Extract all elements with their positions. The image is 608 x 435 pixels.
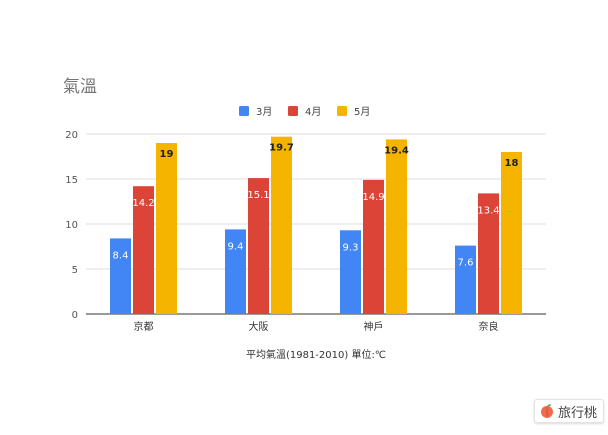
legend-swatch (288, 106, 298, 116)
watermark-text: 旅行桃 (557, 405, 597, 421)
category-label: 大阪 (249, 320, 269, 333)
bar (271, 136, 292, 314)
data-label: 8.4 (113, 250, 129, 261)
bar (386, 139, 407, 314)
legend-label: 4月 (305, 106, 321, 118)
data-label: 7.6 (458, 258, 474, 269)
bar (133, 186, 154, 314)
data-label: 15.1 (247, 190, 269, 201)
legend-swatch (337, 106, 347, 116)
peach-icon (540, 404, 553, 418)
bar (156, 143, 177, 314)
legend-label: 3月 (256, 106, 272, 118)
data-label: 19.4 (384, 145, 409, 156)
data-label: 18 (505, 158, 519, 169)
legend-label: 5月 (354, 106, 370, 118)
data-label: 14.9 (362, 192, 384, 203)
bar (478, 193, 499, 314)
data-label: 19 (160, 149, 174, 160)
data-label: 9.3 (343, 242, 359, 253)
bar (225, 229, 246, 314)
y-tick-label: 10 (65, 220, 78, 231)
watermark-badge: 旅行桃 (533, 399, 604, 423)
y-tick-label: 20 (65, 130, 78, 141)
category-label: 京都 (134, 320, 154, 333)
bar (363, 179, 384, 314)
bar (340, 230, 361, 314)
bar (248, 178, 269, 314)
bar (110, 238, 131, 314)
y-tick-label: 15 (65, 175, 78, 186)
category-label: 神戶 (364, 320, 384, 333)
chart-title: 氣溫 (63, 77, 97, 97)
data-label: 19.7 (269, 143, 294, 154)
x-axis-label: 平均氣溫(1981-2010) 單位:℃ (246, 348, 386, 361)
data-label: 9.4 (228, 241, 244, 252)
data-label: 13.4 (477, 205, 499, 216)
y-tick-label: 0 (72, 310, 78, 321)
category-label: 奈良 (479, 320, 499, 333)
bar (501, 152, 522, 314)
y-tick-label: 5 (72, 265, 78, 276)
legend-swatch (239, 106, 249, 116)
bar (455, 245, 476, 314)
data-label: 14.2 (132, 198, 154, 209)
